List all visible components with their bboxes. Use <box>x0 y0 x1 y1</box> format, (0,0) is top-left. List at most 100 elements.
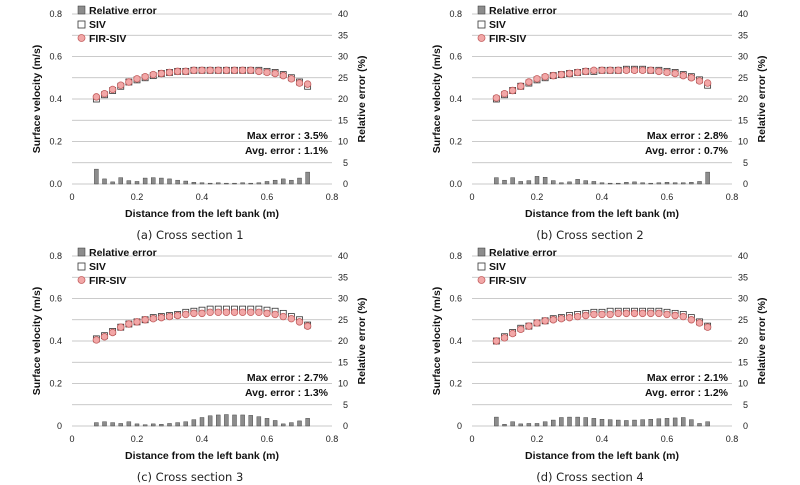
x-tick-label: 0.4 <box>596 434 609 444</box>
fir-siv-point <box>500 89 509 98</box>
y-tick-label: 0.4 <box>449 94 462 104</box>
y2-tick-label: 15 <box>338 357 348 367</box>
fir-siv-point <box>157 69 166 78</box>
x-tick-label: 0.2 <box>531 434 544 444</box>
fir-siv-point <box>598 310 606 319</box>
relative-error-bar <box>672 417 678 427</box>
relative-error-bar <box>656 418 662 427</box>
panel-caption: (d) Cross section 4 <box>536 470 644 484</box>
legend-bar-swatch <box>477 5 486 15</box>
relative-error-bar <box>126 180 132 185</box>
fir-siv-point <box>557 70 566 79</box>
relative-error-bar <box>632 419 637 427</box>
y-tick-label: 0.8 <box>449 251 462 261</box>
y-tick-label: 0.6 <box>49 52 62 62</box>
fir-siv-point <box>622 66 631 75</box>
fir-siv-point <box>687 74 696 82</box>
relative-error-bar <box>697 181 702 185</box>
y-axis-title: Surface velocity (m/s) <box>31 287 43 396</box>
legend-bar-swatch <box>477 247 486 257</box>
legend-label: FIR-SIV <box>489 33 526 45</box>
x-tick-label: 0.6 <box>661 192 674 202</box>
y2-tick-label: 10 <box>738 379 748 389</box>
fir-siv-point <box>238 66 247 75</box>
relative-error-bar <box>289 422 294 427</box>
legend-label: SIV <box>89 19 106 31</box>
fir-siv-point <box>247 308 255 317</box>
x-tick-label: 0.2 <box>131 192 144 202</box>
fir-siv-point <box>149 70 157 79</box>
x-tick-label: 0.6 <box>261 434 274 444</box>
fir-siv-point <box>125 78 133 86</box>
avg-error-annotation: Avg. error : 0.7% <box>645 145 729 157</box>
relative-error-bar <box>264 181 270 185</box>
fir-siv-point <box>173 67 182 76</box>
x-tick-label: 0.2 <box>531 192 544 202</box>
y-tick-label: 0.4 <box>49 336 62 346</box>
fir-siv-point <box>133 318 141 326</box>
fir-siv-point <box>247 66 255 75</box>
panel-caption: (b) Cross section 2 <box>536 228 644 242</box>
fir-siv-point <box>695 77 704 85</box>
y2-tick-label: 25 <box>738 315 748 325</box>
y-axis-title: Surface velocity (m/s) <box>431 287 443 396</box>
panel-caption: (c) Cross section 3 <box>137 470 244 484</box>
legend-label: FIR-SIV <box>489 275 526 287</box>
fir-siv-point <box>703 79 712 87</box>
y2-tick-label: 20 <box>738 94 748 104</box>
y2-tick-label: 35 <box>738 272 748 282</box>
fir-siv-point <box>614 66 622 75</box>
fir-siv-point <box>198 66 206 75</box>
fir-siv-point <box>663 68 671 77</box>
x-tick-label: 0 <box>69 192 74 202</box>
relative-error-bar <box>281 178 286 185</box>
y2-tick-label: 0 <box>743 179 748 189</box>
y-tick-label: 0 <box>57 421 62 431</box>
y-tick-label: 0.0 <box>449 179 462 189</box>
y2-tick-label: 20 <box>738 336 748 346</box>
relative-error-bar <box>664 418 670 427</box>
relative-error-bar <box>175 179 180 185</box>
fir-siv-point <box>533 319 541 327</box>
y2-tick-label: 15 <box>338 115 348 125</box>
y2-tick-label: 35 <box>338 30 348 40</box>
relative-error-bar <box>102 178 107 185</box>
fir-siv-point <box>222 66 231 75</box>
fir-siv-point <box>214 66 222 75</box>
relative-error-bar <box>648 418 653 427</box>
relative-error-bar <box>624 420 629 427</box>
fir-siv-point <box>517 325 525 334</box>
relative-error-bar <box>681 182 686 185</box>
relative-error-bar <box>256 416 262 427</box>
fir-siv-point <box>679 71 687 80</box>
y2-axis-title: Relative error (%) <box>756 56 768 143</box>
y-tick-label: 0.2 <box>49 379 62 389</box>
fir-siv-point <box>230 66 239 75</box>
chart-svg: 0.0 0.2 0.4 0.6 0.8 0 5 10 15 20 25 30 35 40 0 0.2 0.4 0.… <box>431 5 768 242</box>
y-tick-label: 0.6 <box>449 294 462 304</box>
relative-error-bar <box>534 423 540 427</box>
y2-tick-label: 25 <box>338 73 348 83</box>
relative-error-bar <box>248 182 253 185</box>
fir-siv-point <box>303 322 312 330</box>
fir-siv-point <box>606 310 614 319</box>
fir-siv-point <box>279 312 287 321</box>
max-error-annotation: Max error : 2.7% <box>247 372 329 384</box>
relative-error-bar <box>494 177 499 185</box>
fir-siv-point <box>598 66 606 75</box>
fir-siv-point <box>671 311 679 320</box>
x-axis-title: Distance from the left bank (m) <box>125 208 279 220</box>
x-tick-label: 0.2 <box>131 434 144 444</box>
chart-svg: 0 0.2 0.4 0.6 0.8 0 5 10 15 20 25 30 35 40 0 0.2 0.4 0.6 0… <box>431 247 768 484</box>
relative-error-bar <box>110 181 115 185</box>
y2-tick-label: 10 <box>338 137 348 147</box>
x-tick-label: 0 <box>69 434 74 444</box>
fir-siv-point <box>125 320 133 328</box>
fir-siv-point <box>663 310 671 319</box>
y2-tick-label: 30 <box>338 52 348 62</box>
legend-circle-swatch <box>477 276 486 284</box>
legend-label: Relative error <box>89 247 157 259</box>
y2-tick-label: 15 <box>738 115 748 125</box>
relative-error-bar <box>534 176 540 185</box>
relative-error-bar <box>567 416 572 427</box>
